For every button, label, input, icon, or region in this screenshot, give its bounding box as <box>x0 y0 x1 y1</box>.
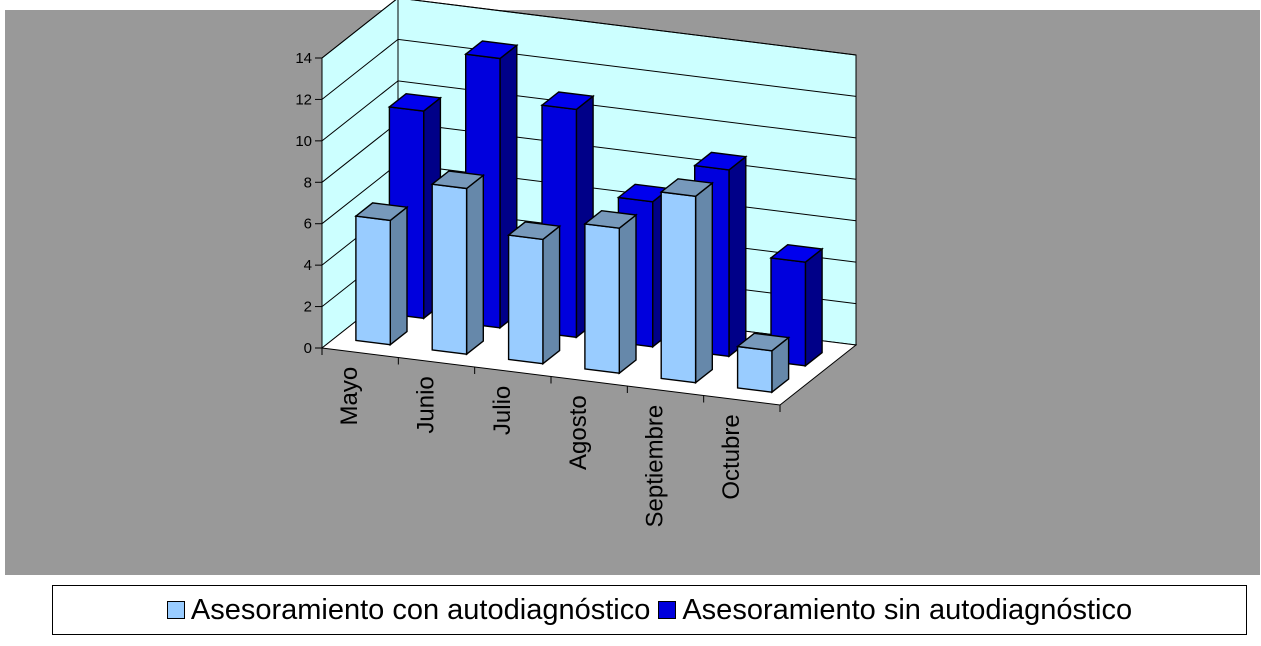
bar-series-1 <box>354 202 409 347</box>
gridline <box>321 38 857 100</box>
y-tick-label: 2 <box>304 299 312 316</box>
bars <box>354 40 824 394</box>
legend-item-series-2: Asesoramiento sin autodiagnóstico <box>658 594 1132 627</box>
y-axis: 0 2 4 6 8 10 12 14 <box>295 50 322 357</box>
bar-series-1 <box>506 221 562 366</box>
legend-swatch-series-1 <box>166 601 185 619</box>
x-tick-label: Junio <box>413 376 440 433</box>
bar-series-1 <box>659 178 715 385</box>
legend-item-series-1: Asesoramiento con autodiagnóstico <box>166 593 651 627</box>
x-tick-label: Julio <box>489 386 516 435</box>
bar-top <box>387 92 443 112</box>
bar-top <box>735 332 791 352</box>
y-tick-label: 0 <box>304 340 312 357</box>
bar-side <box>728 155 747 358</box>
bar-top <box>659 178 715 198</box>
bar-series-1 <box>583 209 638 375</box>
y-tick-label: 4 <box>304 257 312 274</box>
bar-side <box>618 213 637 375</box>
bar-side <box>389 205 408 347</box>
bar-series-1 <box>430 170 486 356</box>
bar-front <box>584 223 620 374</box>
bar-front <box>355 215 391 346</box>
bar-front <box>660 191 697 384</box>
y-tick-label: 12 <box>295 91 312 108</box>
legend-label-series-1: Asesoramiento con autodiagnóstico <box>190 593 651 626</box>
bar-top <box>463 40 519 60</box>
x-tick-label: Agosto <box>565 395 592 470</box>
bar-side <box>465 173 484 356</box>
y-tick-label: 14 <box>295 50 312 67</box>
y-tick-label: 8 <box>304 174 312 191</box>
y-tick-label: 10 <box>295 133 312 150</box>
legend-label-series-2: Asesoramiento sin autodiagnóstico <box>682 593 1133 626</box>
bar-top <box>540 91 595 111</box>
bar-series-1 <box>735 332 791 394</box>
bar-side <box>694 181 713 385</box>
bar-front <box>431 183 468 355</box>
bar-top <box>769 243 824 263</box>
gridline <box>321 80 857 142</box>
legend: Asesoramiento con autodiagnóstico Asesor… <box>52 585 1247 635</box>
legend-swatch-series-2 <box>658 601 677 619</box>
bar-top <box>430 170 486 190</box>
bar-side <box>542 224 561 366</box>
x-axis: Mayo Junio Julio Agosto Septiembre Octubre <box>321 348 781 528</box>
bar-front <box>507 234 544 365</box>
bar-front <box>736 345 773 393</box>
bar-top <box>692 151 748 171</box>
bar-side <box>804 247 823 368</box>
y-tick-label: 6 <box>304 216 312 233</box>
x-tick-label: Mayo <box>336 367 363 426</box>
gridline <box>321 0 857 59</box>
x-tick-label: Septiembre <box>642 405 669 528</box>
bar-top <box>506 221 562 241</box>
x-tick-label: Octubre <box>718 414 745 499</box>
bar-top <box>354 202 409 222</box>
bar-top <box>583 209 638 229</box>
